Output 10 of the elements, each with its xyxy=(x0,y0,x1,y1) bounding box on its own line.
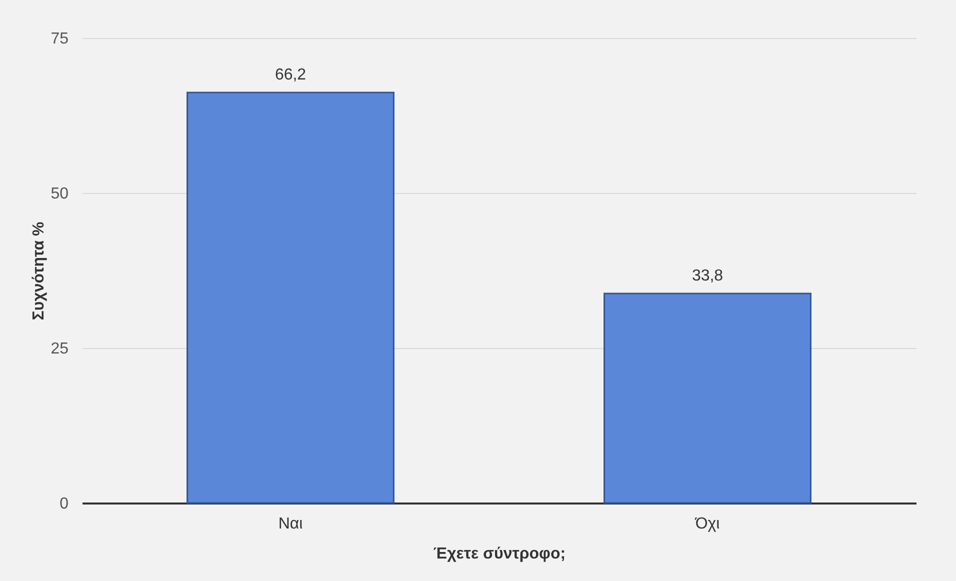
y-tick-label: 0 xyxy=(60,496,69,512)
y-tick-label: 25 xyxy=(50,340,69,358)
data-label: 33,8 xyxy=(692,267,724,284)
x-axis-title: Έχετε σύντροφο; xyxy=(433,546,566,562)
y-axis-title: Συχνότητα % xyxy=(30,222,48,320)
y-tick-label: 75 xyxy=(50,30,69,48)
y-tick-label: 50 xyxy=(50,186,69,202)
data-label: 66,2 xyxy=(274,66,306,84)
x-tick-label: Ναι xyxy=(278,516,304,532)
x-tick-label: Όχι xyxy=(694,516,720,532)
